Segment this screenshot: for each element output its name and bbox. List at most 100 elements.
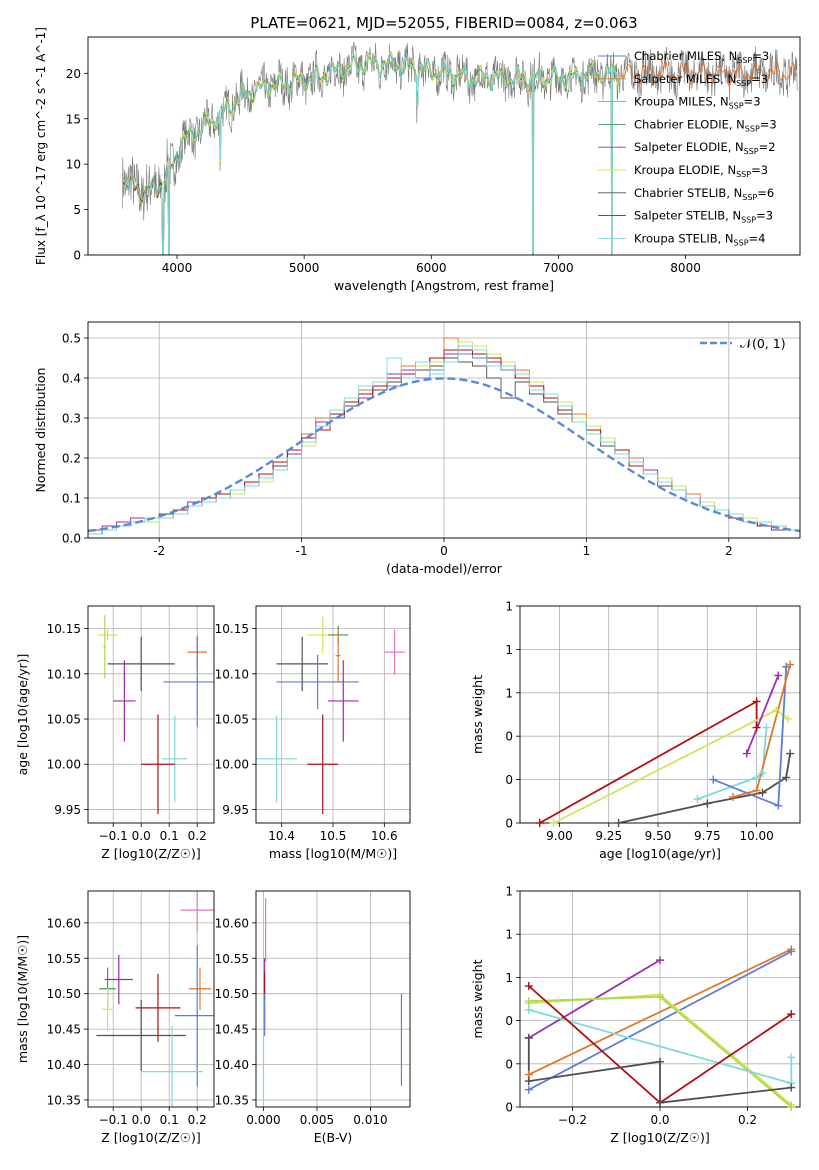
x-tick-label: 10.00	[739, 829, 773, 843]
histogram-steps	[88, 345, 800, 538]
y-tick-label: 0.0	[62, 532, 81, 546]
legend-nssp-value: 3	[753, 95, 760, 109]
weight-marker	[752, 697, 761, 706]
legend-nssp-prefix: , N	[726, 186, 742, 200]
weight-series-line	[528, 948, 792, 1076]
weight-marker	[614, 819, 623, 827]
y-tick-label: 10.35	[215, 1093, 249, 1107]
weight-marker	[787, 1053, 796, 1062]
y-tick-label: 1	[505, 600, 513, 614]
plot-area	[88, 337, 800, 538]
legend-nssp-subscript: SSP	[737, 56, 752, 65]
weight-marker	[703, 799, 712, 808]
x-tick-label: 8000	[670, 261, 701, 275]
weight-series-line	[745, 675, 780, 754]
x-tick-label: 9.00	[546, 829, 573, 843]
legend-label: Salpeter MILES, NSSP=3	[634, 72, 768, 88]
y-tick-label: 0	[73, 249, 81, 263]
legend-model-name: Kroupa STELIB	[634, 231, 718, 245]
legend-nssp-subscript: SSP	[734, 238, 749, 247]
legend-label: Chabrier ELODIE, NSSP=3	[634, 117, 777, 133]
legend-nssp-prefix: , N	[718, 231, 734, 245]
x-tick-label: 9.25	[595, 829, 622, 843]
legend-nssp-subscript: SSP	[729, 102, 744, 111]
legend-model-name: Salpeter MILES	[634, 72, 720, 86]
x-tick-label: −0.1	[99, 1113, 128, 1127]
x-tick-label: 0.010	[353, 1113, 387, 1127]
y-tick-label: 1	[505, 928, 513, 942]
legend-nssp-prefix: , N	[728, 140, 744, 154]
legend-label: Chabrier MILES, NSSP=3	[634, 49, 769, 65]
weight-marker	[752, 723, 761, 732]
weight-marker	[656, 1098, 664, 1107]
weight-marker	[787, 947, 796, 956]
weight-marker	[774, 671, 783, 680]
weight-marker	[786, 660, 795, 669]
weight-marker	[774, 801, 783, 810]
y-tick-label: 0.5	[62, 332, 81, 346]
x-tick-label: -1	[296, 544, 308, 558]
legend-label: Chabrier STELIB, NSSP=6	[634, 186, 774, 202]
axes-frame	[519, 605, 801, 824]
x-axis-label: (data-model)/error	[386, 561, 503, 576]
weight-marker	[752, 786, 761, 795]
weight-marker	[728, 792, 737, 801]
legend-nssp-prefix: , N	[721, 49, 737, 63]
weight-marker	[752, 773, 761, 782]
legend-nssp-equals: =	[752, 49, 762, 63]
weight-marker	[742, 749, 751, 758]
y-tick-label: 0	[505, 1014, 513, 1028]
y-tick-label: 10.60	[47, 916, 81, 930]
axes-frame	[255, 890, 411, 1108]
legend-model-name: Salpeter STELIB	[634, 209, 725, 223]
y-tick-label: 1	[505, 643, 513, 657]
y-tick-label: 0.4	[62, 372, 81, 386]
x-tick-label: 0.0	[132, 1113, 151, 1127]
y-tick-label: 10.55	[215, 952, 249, 966]
legend-nssp-subscript: SSP	[736, 170, 751, 179]
legend-nssp-prefix: , N	[720, 163, 736, 177]
legend-model-name: Kroupa MILES	[634, 95, 713, 109]
y-axis-label: Flux [f_λ 10^-17 erg cm^-2 s^-1 A^-1]	[34, 27, 48, 265]
weight-marker	[787, 1103, 796, 1111]
plot-area	[256, 616, 405, 814]
y-tick-label: 10.15	[215, 622, 249, 636]
y-tick-label: 10.35	[47, 1093, 81, 1107]
legend-nssp-value: 6	[767, 186, 774, 200]
axes-frame	[87, 321, 801, 539]
weight-marker	[656, 1057, 664, 1066]
y-tick-label: 10.05	[215, 713, 249, 727]
y-tick-label: 10.00	[215, 758, 249, 772]
age-weight-panel: 9.00 9.25 9.50 9.75 10.00 0 0 0 1 1 1 age [log10(ag…	[470, 600, 801, 861]
x-tick-label: 0.000	[246, 1113, 280, 1127]
legend-nssp-equals: =	[751, 163, 761, 177]
legend-nssp-value: 3	[762, 49, 769, 63]
y-tick-label: 0.2	[62, 452, 81, 466]
legend-label: 𝒩(0, 1)	[740, 336, 786, 351]
weight-marker	[524, 1033, 533, 1042]
legend-model-name: Chabrier MILES	[634, 49, 721, 63]
x-tick-label: 4000	[162, 261, 193, 275]
y-tick-label: 0	[505, 773, 513, 787]
legend-nssp-value: 3	[761, 72, 768, 86]
extinction-mass-panel: 0.000 0.005 0.010 10.35 10.40 10.45 10.50 10.55…	[215, 890, 411, 1145]
x-axis-label: E(B-V)	[314, 1130, 353, 1145]
legend-nssp-value: 3	[761, 163, 768, 177]
y-tick-label: 10.50	[215, 987, 249, 1001]
y-tick-label: 10	[66, 158, 81, 172]
weight-marker	[693, 795, 702, 804]
model-spectrum	[121, 53, 623, 255]
metallicity-age-panel: −0.1 0.0 0.1 0.2 9.95 10.00 10.05 10.10 10.15 Z […	[15, 605, 215, 861]
y-axis-label: Normed distribution	[33, 368, 48, 493]
y-tick-label: 0	[505, 1101, 513, 1115]
y-tick-label: 1	[505, 885, 513, 899]
y-tick-label: 10.45	[215, 1023, 249, 1037]
weight-marker	[758, 769, 767, 778]
y-axis-label: age [log10(age/yr)]	[15, 654, 30, 776]
weight-marker	[787, 1010, 796, 1019]
x-tick-label: 0.005	[300, 1113, 334, 1127]
x-axis-label: age [log10(age/yr)]	[599, 846, 721, 861]
x-tick-label: 0.0	[132, 829, 151, 843]
y-tick-label: 20	[66, 67, 81, 81]
